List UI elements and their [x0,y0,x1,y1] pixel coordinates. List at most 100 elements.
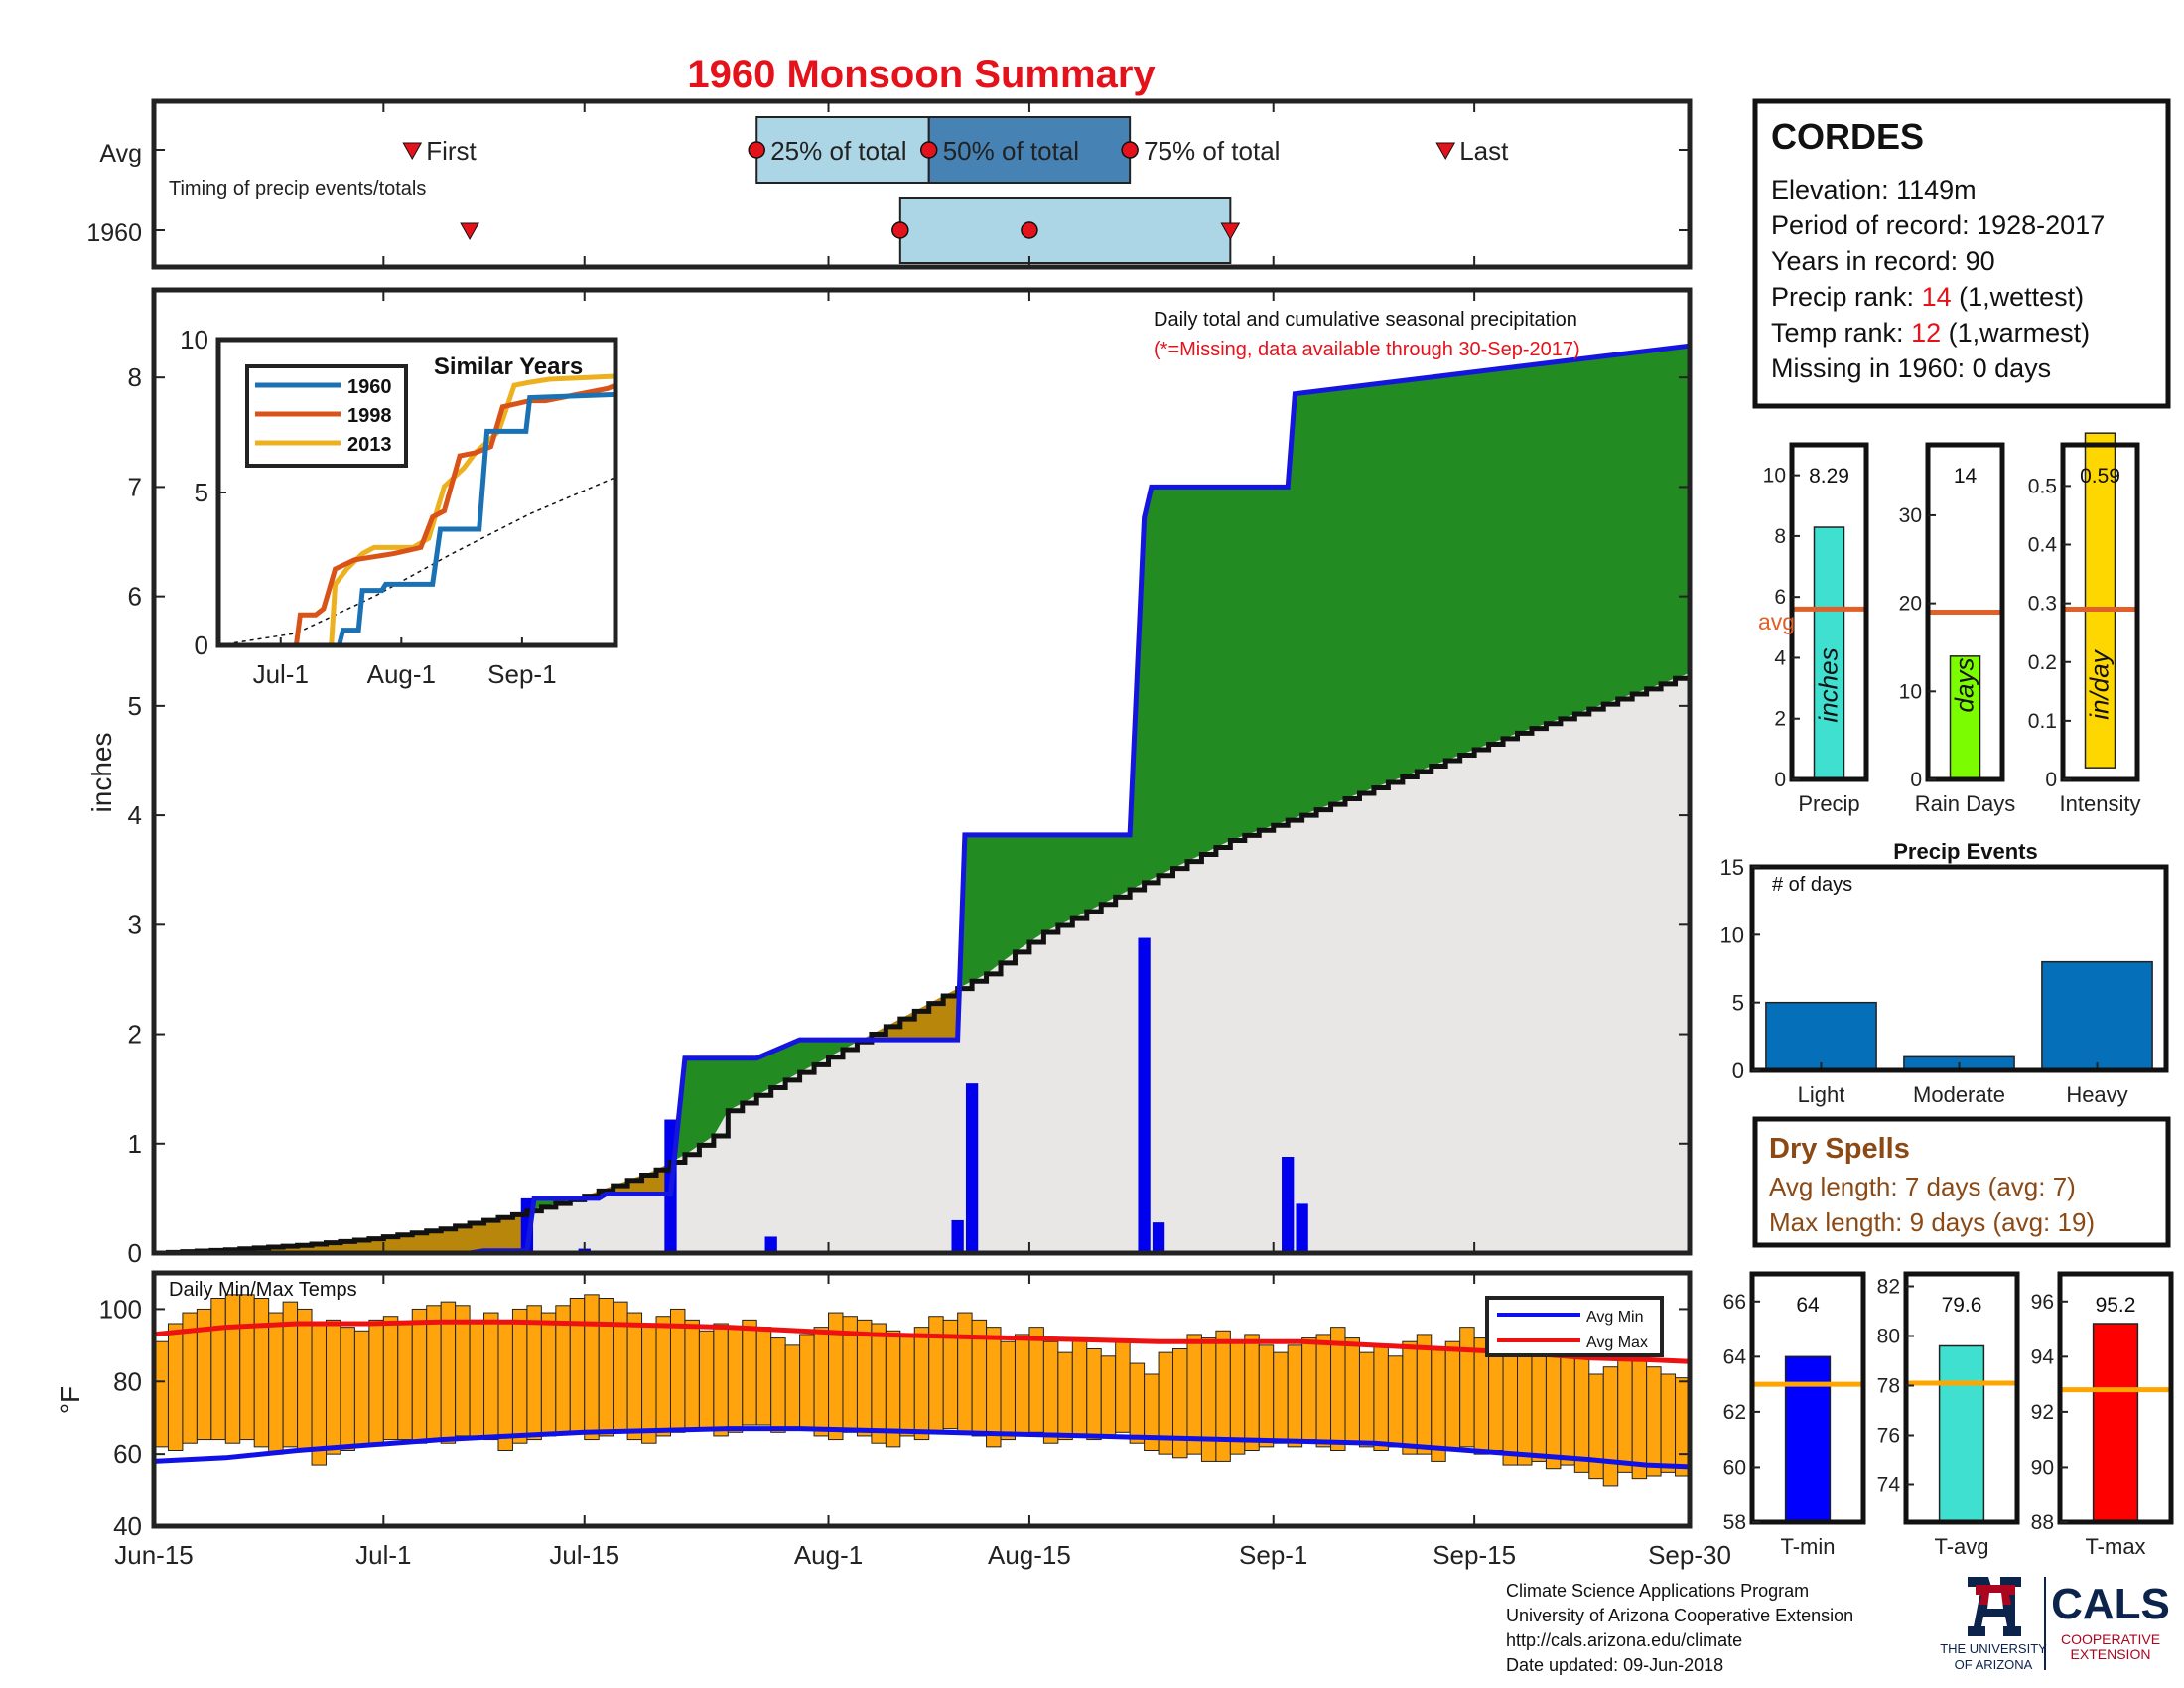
daily-temp-bar [1315,1334,1332,1448]
intensity-panel-y-tick-label: 0.1 [2028,710,2057,733]
rain-days-panel-y-tick-label: 0 [1910,769,1922,791]
timing-row-year: 1960 [86,219,142,247]
precip-events-panel: Precip Events Light Moderate Heavy 0 5 10 15 #… [1720,839,2169,1107]
rain-days-panel-y-tick-label: 30 [1899,504,1922,527]
rain-days-panel-value-label: 14 [1954,465,1978,488]
tmin-panel-label: T-min [1781,1534,1836,1559]
x-tick-label: Jul-15 [549,1540,619,1570]
daily-temp-bar [1416,1334,1433,1455]
inset-x-tick-label: Jul-1 [253,659,309,689]
daily-temp-bar [210,1298,226,1441]
main-y-tick-label: 5 [128,691,142,721]
daily-precip-bar [1296,1203,1308,1253]
intensity-panel-bar [2084,432,2116,769]
dry-spells-box: Dry Spells Avg length: 7 days (avg: 7) M… [1752,1116,2171,1248]
avg-last-marker [1435,142,1456,161]
deficit-area-1 [578,1161,673,1198]
x-tick-label: Jun-15 [114,1540,194,1570]
cals-line1: COOPERATIVE [2061,1631,2160,1647]
temp-y-tick-label: 100 [99,1294,142,1324]
daily-temp-bar [1086,1348,1102,1441]
precip-panel-y-tick-label: 0 [1774,769,1786,791]
events-y-label: # of days [1772,874,1852,896]
x-tick-label: Sep-1 [1239,1540,1307,1570]
intensity-panel-y-tick-label: 0 [2045,769,2057,791]
footer-line1: Climate Science Applications Program [1506,1581,1809,1601]
avg-p75-marker [1121,141,1139,159]
tavg-panel-frame [1903,1271,2020,1525]
year-p25-marker [891,221,909,239]
daily-temp-bar [253,1298,270,1448]
daily-temp-bar [856,1319,873,1437]
daily-temp-bar [684,1319,700,1430]
daily-temp-bar [167,1323,184,1451]
daily-temp-bar [799,1334,815,1430]
daily-temp-bar [813,1327,830,1437]
timing-label-p25: 25% of total [770,136,906,166]
timing-note: Timing of precip events/totals [169,178,426,200]
daily-temp-bar [727,1327,744,1433]
daily-temp-bar [1172,1348,1188,1459]
tmax-panel-y-tick-label: 92 [2031,1401,2054,1424]
tmin-panel-y-tick-label: 60 [1723,1456,1746,1478]
daily-temp-bar [986,1327,1002,1448]
daily-temp-bar [1358,1351,1375,1448]
station-precip-rank: Precip rank: 14 (1,wettest) [1771,282,2084,312]
temp-y-tick-label: 60 [113,1439,142,1469]
tavg-panel-bar [1938,1344,1985,1523]
intensity-panel-unit: in/day [2085,648,2115,719]
daily-temp-bar [1014,1334,1030,1437]
tavg-panel-y-tick-label: 82 [1877,1276,1900,1299]
events-frame [1749,864,2169,1073]
events-y-tick-label: 15 [1720,855,1744,880]
intensity-panel-label: Intensity [2060,791,2141,816]
surplus-area-1 [676,1040,861,1160]
precip-avg-text: avg [1758,609,1795,634]
event-label-moderate: Moderate [1913,1082,2005,1107]
precip-panel-bar [1813,526,1845,780]
rain-days-panel-label: Rain Days [1915,791,2015,816]
daily-temp-bar [1373,1344,1389,1452]
temps-legend: Avg Min Avg Max [1485,1296,1664,1357]
daily-precip-bar [1282,1157,1295,1253]
tmax-panel-frame [2057,1271,2174,1525]
tmax-panel-y-tick-label: 96 [2031,1291,2054,1314]
daily-temp-bar [755,1327,772,1426]
year-p50-marker [1021,221,1038,239]
daily-temp-bar [655,1316,671,1437]
daily-temp-bar [569,1298,586,1433]
daily-temp-bar [1431,1348,1446,1462]
inset-title: Similar Years [434,353,583,380]
daily-temp-bar [353,1330,370,1448]
temp-summary-panels: 58 60 62 64 66 64 T-min 74 76 78 80 82 79.6 T-avg 88 90… [1723,1271,2174,1559]
intensity-panel-frame [2060,442,2140,782]
main-y-tick-label: 8 [128,362,142,392]
x-tick-label: Aug-1 [794,1540,863,1570]
daily-temp-bar [957,1312,973,1433]
daily-temp-bar [540,1312,557,1437]
tmax-panel-y-tick-label: 94 [2031,1345,2055,1368]
inset-y-tick-label: 10 [180,325,208,354]
cals-logo: CALS COOPERATIVE EXTENSION [2051,1580,2170,1662]
daily-temp-bar [913,1327,930,1441]
daily-precip-bar [764,1236,777,1253]
daily-temp-bar [1488,1344,1504,1452]
daily-temp-bar [626,1312,643,1441]
inset-legend: 1960 1998 2013 [245,364,408,468]
footer: Climate Science Applications Program Uni… [1506,1581,1853,1675]
main-x-axis: Jun-15 Jul-1 Jul-15 Aug-1 Aug-15 Sep-1 Sep-15 S… [114,101,1731,1570]
legend-avg-min: Avg Min [1586,1309,1644,1326]
daily-temp-bar [297,1308,313,1452]
x-tick-label: Aug-15 [988,1540,1071,1570]
avg-min-line [153,1426,1691,1470]
events-y-tick-label: 5 [1732,991,1744,1016]
station-name: CORDES [1771,116,1924,157]
avg-box-25-50 [755,116,930,184]
precip-panel-y-tick-label: 6 [1774,586,1786,609]
precip-panel-value-label: 8.29 [1809,465,1849,488]
daily-temp-bar [1100,1355,1117,1437]
dry-spells-max: Max length: 9 days (avg: 19) [1769,1207,2095,1237]
daily-temp-bar [469,1319,485,1437]
main-legend-line1: Daily total and cumulative seasonal prec… [1154,309,1577,331]
daily-precip-bar [1152,1222,1165,1253]
